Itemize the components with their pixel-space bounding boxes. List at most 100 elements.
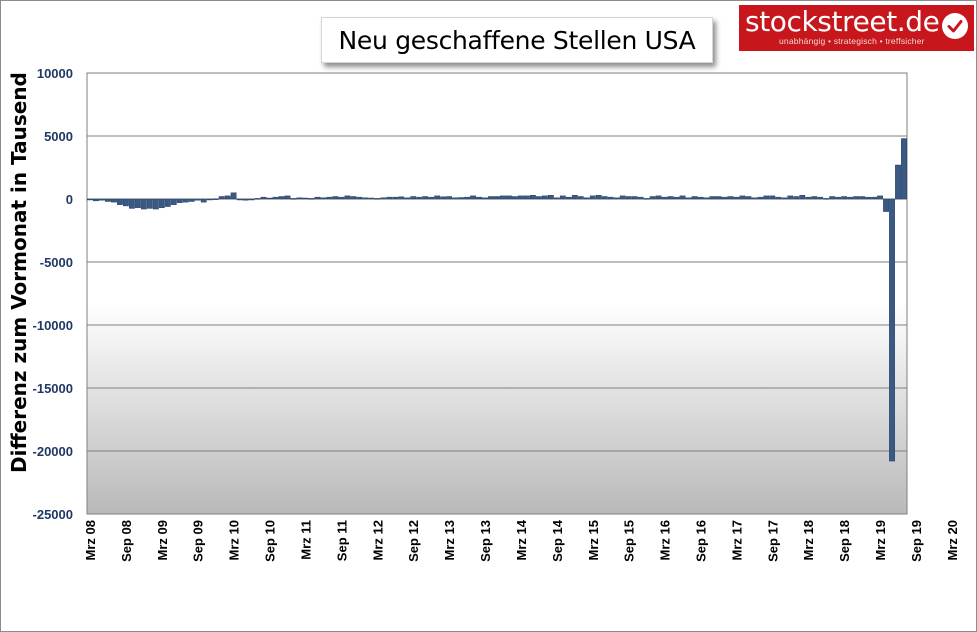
y-tick-label: 10000	[37, 66, 73, 81]
x-tick-label: Mrz 13	[442, 520, 457, 560]
bar	[583, 197, 590, 200]
bar	[547, 195, 554, 200]
y-axis-label: Differenz zum Vormonat in Tausend	[7, 72, 31, 473]
bar	[320, 197, 327, 200]
y-tick-label: -25000	[33, 507, 73, 522]
bar	[380, 197, 387, 200]
bar	[739, 195, 746, 200]
x-tick-label: Mrz 10	[227, 520, 242, 560]
x-tick-label: Mrz 15	[586, 520, 601, 560]
bar	[128, 198, 135, 209]
bar	[553, 197, 560, 200]
bar	[290, 198, 297, 200]
bar	[625, 196, 632, 200]
bar	[787, 195, 794, 200]
chart-title-box: Neu geschaffene Stellen USA	[321, 17, 713, 63]
y-axis: 10000 5000 0 -5000 -10000 -15000 -20000 -25000	[33, 66, 73, 522]
bar	[284, 195, 291, 200]
bar	[428, 196, 435, 200]
bar	[422, 196, 429, 200]
bar	[242, 198, 249, 201]
bar	[667, 196, 674, 200]
bar	[111, 198, 117, 203]
bar	[769, 195, 776, 200]
bar	[182, 198, 189, 203]
bar	[272, 196, 279, 200]
bar	[123, 198, 129, 207]
bar	[134, 198, 141, 209]
bar	[218, 196, 225, 200]
y-tick-label: 5000	[44, 129, 73, 144]
x-tick-label: Sep 17	[765, 520, 780, 562]
bar	[194, 198, 201, 201]
bar	[595, 195, 602, 200]
bar	[715, 196, 722, 200]
bar	[236, 198, 243, 201]
bar	[859, 196, 866, 200]
bar	[87, 198, 93, 201]
bar	[565, 196, 572, 200]
bar	[841, 196, 848, 200]
x-tick-label: Sep 19	[909, 520, 924, 562]
bar	[152, 198, 159, 210]
x-tick-label: Mrz 08	[83, 520, 98, 560]
bar	[733, 196, 740, 200]
bar	[811, 196, 818, 200]
bar	[709, 196, 716, 200]
y-tick-label: -15000	[33, 381, 73, 396]
bar	[823, 198, 830, 200]
bar	[571, 195, 578, 200]
y-tick-label: 0	[66, 192, 73, 207]
data-label: -20.800	[913, 1, 957, 4]
bar	[601, 196, 608, 200]
bar	[865, 196, 871, 200]
bar	[362, 197, 369, 200]
bar	[230, 192, 237, 200]
bar	[398, 196, 405, 200]
bar	[248, 198, 255, 201]
y-tick-label: -5000	[40, 255, 73, 270]
bar	[697, 196, 704, 200]
bar	[470, 195, 476, 200]
x-tick-label: Sep 08	[119, 520, 134, 562]
x-tick-label: Sep 13	[478, 520, 493, 562]
bar	[158, 198, 165, 209]
bar	[452, 197, 458, 200]
bar	[541, 195, 548, 200]
bar	[871, 196, 877, 200]
bar	[793, 196, 800, 200]
bar	[368, 197, 375, 200]
bar	[727, 196, 734, 200]
bar	[518, 195, 524, 200]
bar	[577, 196, 584, 200]
x-tick-label: Sep 09	[191, 520, 206, 562]
bar	[673, 196, 680, 200]
bar	[536, 196, 542, 200]
bar	[877, 195, 883, 200]
x-tick-label: Sep 18	[837, 520, 852, 562]
bar	[835, 196, 842, 200]
bar	[140, 198, 147, 210]
bar	[524, 195, 530, 200]
bar	[296, 197, 303, 200]
bar	[434, 195, 441, 200]
bar	[99, 198, 105, 201]
bar	[164, 198, 171, 207]
checkmark-icon	[942, 13, 968, 39]
bar	[338, 196, 345, 200]
x-tick-label: Mrz 19	[873, 520, 888, 560]
bar	[404, 197, 411, 200]
bar	[146, 198, 153, 209]
bar	[105, 198, 111, 202]
bar	[458, 197, 464, 200]
brand-name: stockstreet.de	[745, 5, 940, 38]
bar	[817, 196, 824, 200]
bar	[781, 197, 788, 200]
x-tick-label: Mrz 12	[370, 520, 385, 560]
bar	[679, 195, 686, 200]
bar	[117, 198, 123, 205]
bar	[691, 196, 698, 200]
bar	[643, 198, 650, 200]
bar	[847, 196, 854, 200]
